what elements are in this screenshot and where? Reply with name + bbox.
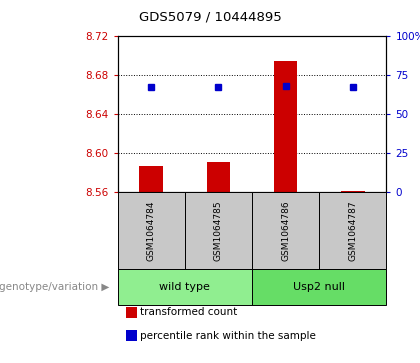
Bar: [319, 192, 386, 269]
Bar: [118, 269, 252, 305]
Bar: [139, 166, 163, 192]
Bar: [252, 192, 319, 269]
Bar: [252, 269, 386, 305]
Text: wild type: wild type: [159, 282, 210, 292]
Text: GSM1064784: GSM1064784: [147, 200, 156, 261]
Text: GSM1064787: GSM1064787: [348, 200, 357, 261]
Text: transformed count: transformed count: [140, 307, 237, 317]
Bar: [185, 192, 252, 269]
Bar: [207, 162, 230, 192]
Text: genotype/variation ▶: genotype/variation ▶: [0, 282, 109, 292]
Bar: [118, 192, 185, 269]
Text: GSM1064785: GSM1064785: [214, 200, 223, 261]
Text: percentile rank within the sample: percentile rank within the sample: [140, 331, 316, 341]
Text: Usp2 null: Usp2 null: [293, 282, 345, 292]
Bar: [341, 191, 365, 192]
Text: GSM1064786: GSM1064786: [281, 200, 290, 261]
Bar: [274, 61, 297, 192]
Text: GDS5079 / 10444895: GDS5079 / 10444895: [139, 11, 281, 24]
